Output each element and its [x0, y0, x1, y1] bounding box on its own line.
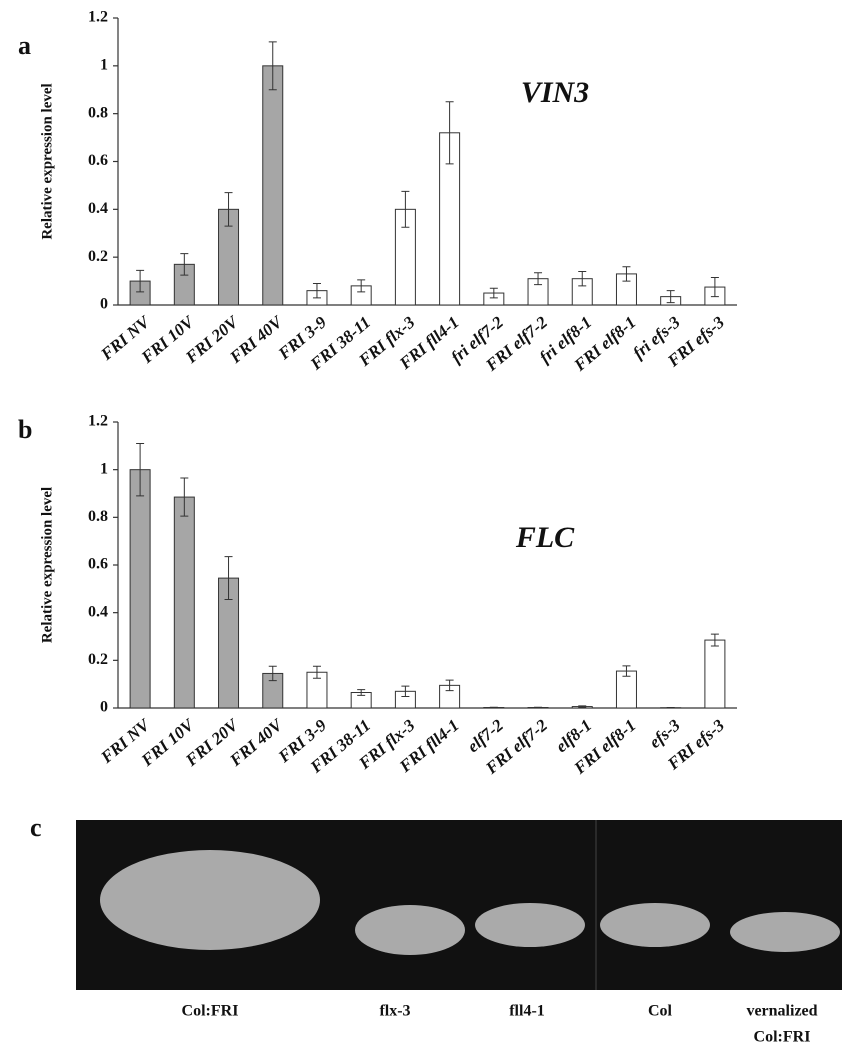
photo-caption: Col:FRI: [182, 1003, 239, 1020]
error-bar: [489, 287, 498, 299]
y-tick-label: 1.2: [88, 9, 108, 26]
error-bar: [180, 477, 189, 517]
photo-caption: Col:FRI: [754, 1029, 811, 1046]
error-bar: [710, 633, 719, 647]
error-bar: [710, 276, 719, 298]
bar: [704, 639, 726, 709]
bar: [173, 496, 195, 709]
error-bar: [578, 705, 587, 708]
y-tick-label: 0: [100, 699, 108, 716]
plant-shapes: [100, 850, 840, 955]
error-bar: [136, 442, 145, 497]
y-axis-label: Relative expression level: [39, 83, 55, 239]
error-bar: [136, 269, 145, 293]
panel-label: b: [18, 415, 32, 444]
error-bar: [180, 253, 189, 276]
y-tick-label: 0.2: [88, 248, 108, 265]
error-bar: [357, 689, 366, 696]
y-tick-label: 0.4: [88, 603, 108, 620]
y-tick-label: 1.2: [88, 413, 108, 430]
y-axis-label: Relative expression level: [39, 487, 55, 643]
y-tick-label: 0.6: [88, 556, 108, 573]
error-bar: [268, 665, 277, 682]
error-bar: [622, 266, 631, 282]
bar: [262, 65, 284, 306]
error-bar: [578, 271, 587, 287]
error-bar: [534, 272, 543, 286]
bar: [129, 469, 151, 709]
y-tick-label: 1: [100, 460, 108, 477]
photo-caption: flx-3: [379, 1003, 410, 1020]
y-tick-label: 0.8: [88, 104, 108, 121]
error-bar: [401, 190, 410, 228]
error-bar: [445, 101, 454, 165]
photo-caption: vernalized: [746, 1003, 817, 1020]
error-bar: [224, 192, 233, 227]
error-bar: [666, 290, 675, 304]
chart-title: FLC: [515, 521, 575, 554]
panel-label: a: [18, 31, 31, 60]
photo-caption: Col: [648, 1003, 673, 1020]
y-tick-label: 0.4: [88, 200, 108, 217]
error-bar: [312, 665, 321, 679]
photo-caption: fll4-1: [509, 1003, 545, 1020]
y-tick-label: 1: [100, 57, 108, 74]
y-tick-label: 0.2: [88, 651, 108, 668]
error-bar: [445, 679, 454, 692]
y-tick-label: 0.6: [88, 152, 108, 169]
y-tick-label: 0.8: [88, 508, 108, 525]
error-bar: [224, 556, 233, 601]
chart-title: VIN3: [521, 76, 589, 109]
y-tick-label: 0: [100, 296, 108, 313]
error-bar: [268, 41, 277, 91]
error-bar: [357, 279, 366, 293]
panel-label: c: [30, 813, 42, 842]
error-bar: [312, 282, 321, 299]
error-bar: [622, 665, 631, 677]
error-bar: [401, 685, 410, 698]
